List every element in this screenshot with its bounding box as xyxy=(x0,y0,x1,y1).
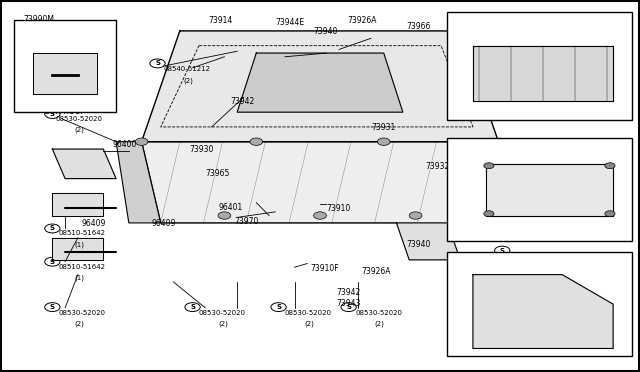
FancyBboxPatch shape xyxy=(447,13,632,119)
Text: 73970: 73970 xyxy=(234,217,259,227)
Polygon shape xyxy=(52,238,103,260)
Text: 08530-52020: 08530-52020 xyxy=(199,310,246,316)
Circle shape xyxy=(378,138,390,145)
Polygon shape xyxy=(52,149,116,179)
Text: 73942: 73942 xyxy=(336,288,360,296)
Text: SUN ROOF (STEEL): SUN ROOF (STEEL) xyxy=(524,18,589,25)
Polygon shape xyxy=(479,142,524,223)
Text: 73944E: 73944E xyxy=(275,18,305,27)
Text: 73932: 73932 xyxy=(425,162,449,171)
FancyBboxPatch shape xyxy=(447,138,632,241)
Text: 73943: 73943 xyxy=(336,299,360,308)
Text: S: S xyxy=(500,248,505,254)
Text: 08540-61212: 08540-61212 xyxy=(164,66,211,72)
Text: S: S xyxy=(190,304,195,310)
Text: 73940: 73940 xyxy=(314,27,338,36)
Text: S: S xyxy=(50,259,55,265)
Polygon shape xyxy=(33,53,97,94)
Polygon shape xyxy=(116,142,161,223)
FancyBboxPatch shape xyxy=(14,20,116,112)
Text: 08510-51642: 08510-51642 xyxy=(59,263,106,270)
Text: 73959: 73959 xyxy=(559,153,581,159)
Text: (2): (2) xyxy=(75,321,84,327)
Polygon shape xyxy=(141,142,499,223)
Text: (1): (1) xyxy=(75,241,84,248)
Text: 96411X: 96411X xyxy=(476,192,503,198)
Text: 96409: 96409 xyxy=(151,219,175,228)
Circle shape xyxy=(484,163,494,169)
Text: A738^0.77: A738^0.77 xyxy=(586,352,626,358)
FancyBboxPatch shape xyxy=(447,253,632,356)
Text: (2): (2) xyxy=(75,127,84,134)
Text: 73926A: 73926A xyxy=(348,16,377,25)
Text: 96409: 96409 xyxy=(81,219,106,228)
Text: 73965: 73965 xyxy=(205,169,230,179)
Text: 73966: 73966 xyxy=(406,22,430,31)
Circle shape xyxy=(218,212,231,219)
Polygon shape xyxy=(473,46,613,101)
Text: USA: USA xyxy=(457,18,472,27)
Text: 73931: 73931 xyxy=(371,123,396,132)
Polygon shape xyxy=(141,31,499,142)
Text: S: S xyxy=(50,111,55,117)
Polygon shape xyxy=(237,53,403,112)
Text: 73915: 73915 xyxy=(597,298,620,304)
Text: 73914E: 73914E xyxy=(457,75,486,84)
Text: 73910X: 73910X xyxy=(476,153,504,159)
Text: 73910: 73910 xyxy=(597,110,620,116)
Text: 08530-52020: 08530-52020 xyxy=(56,116,102,122)
Text: SUN ROOF (GLASS): SUN ROOF (GLASS) xyxy=(457,140,524,146)
Text: (1): (1) xyxy=(75,275,84,281)
Text: 96411X: 96411X xyxy=(476,212,503,218)
Text: 73910: 73910 xyxy=(326,205,351,214)
Circle shape xyxy=(605,211,615,217)
Text: (2): (2) xyxy=(218,321,228,327)
Text: 73914: 73914 xyxy=(209,16,233,25)
Text: 08530-52020: 08530-52020 xyxy=(59,310,106,316)
Text: 73990M: 73990M xyxy=(24,15,54,25)
Text: S: S xyxy=(276,304,281,310)
Text: SUN ROOF: SUN ROOF xyxy=(45,107,85,116)
Text: (2): (2) xyxy=(183,77,193,84)
Polygon shape xyxy=(396,223,460,260)
Text: 08530-52020: 08530-52020 xyxy=(355,310,402,316)
Circle shape xyxy=(484,211,494,217)
Text: (2): (2) xyxy=(374,321,384,327)
Circle shape xyxy=(314,212,326,219)
Text: S: S xyxy=(346,304,351,310)
Polygon shape xyxy=(486,164,613,215)
Circle shape xyxy=(135,138,148,145)
Text: S: S xyxy=(50,225,55,231)
Text: S: S xyxy=(50,304,55,310)
Text: (2): (2) xyxy=(537,262,547,269)
Text: 73910V: 73910V xyxy=(548,59,576,65)
Circle shape xyxy=(605,163,615,169)
Text: (2): (2) xyxy=(304,321,314,327)
Text: 08540-61212: 08540-61212 xyxy=(508,253,555,259)
Text: 73942: 73942 xyxy=(231,97,255,106)
Text: 73926A: 73926A xyxy=(362,267,391,276)
Text: S: S xyxy=(155,60,160,67)
Text: 73930: 73930 xyxy=(189,145,214,154)
Polygon shape xyxy=(52,193,103,215)
Text: 73940: 73940 xyxy=(406,240,430,248)
Circle shape xyxy=(250,138,262,145)
Circle shape xyxy=(409,212,422,219)
Text: 08510-51642: 08510-51642 xyxy=(59,230,106,236)
Text: 96400: 96400 xyxy=(113,140,137,149)
Polygon shape xyxy=(473,275,613,349)
Text: 08530-52020: 08530-52020 xyxy=(285,310,332,316)
Text: 96401: 96401 xyxy=(218,203,243,212)
Text: 73910F: 73910F xyxy=(310,263,339,273)
